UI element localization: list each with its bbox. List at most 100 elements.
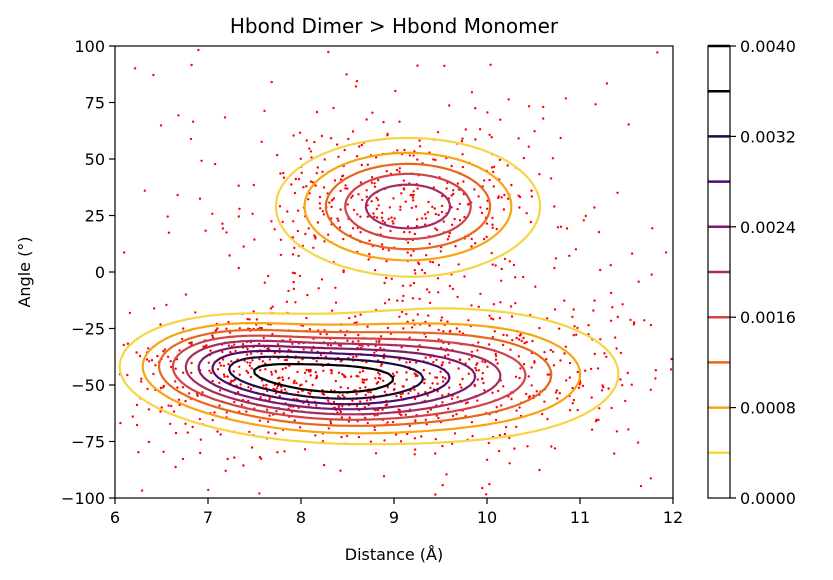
scatter-point — [447, 235, 451, 238]
scatter-point — [400, 310, 404, 314]
scatter-point — [317, 287, 320, 290]
scatter-point — [545, 358, 548, 361]
scatter-point — [437, 263, 441, 267]
scatter-point — [337, 405, 340, 409]
scatter-point — [445, 473, 448, 476]
scatter-point — [510, 397, 513, 401]
scatter-point — [357, 193, 360, 196]
scatter-point — [305, 316, 308, 320]
scatter-point — [504, 425, 508, 429]
scatter-point — [354, 85, 358, 88]
scatter-point — [428, 291, 431, 294]
scatter-point — [314, 184, 317, 187]
scatter-point — [485, 207, 489, 210]
scatter-point — [538, 173, 541, 176]
scatter-point — [259, 369, 262, 372]
scatter-point — [345, 73, 348, 76]
scatter-point — [464, 402, 468, 405]
scatter-point — [309, 150, 313, 153]
scatter-point — [543, 351, 546, 354]
scatter-point — [605, 82, 609, 85]
scatter-point — [194, 311, 197, 314]
scatter-point — [309, 370, 312, 373]
scatter-point — [260, 140, 263, 143]
scatter-point — [411, 297, 415, 300]
scatter-point — [287, 377, 290, 380]
scatter-point — [291, 271, 295, 274]
scatter-point — [441, 444, 444, 448]
scatter-point — [488, 483, 491, 486]
scatter-point — [436, 131, 440, 134]
scatter-point — [323, 158, 326, 161]
scatter-point — [330, 205, 333, 209]
scatter-point — [514, 375, 518, 378]
scatter-point — [293, 272, 296, 275]
scatter-point — [467, 319, 470, 322]
scatter-point — [322, 186, 326, 189]
scatter-point — [632, 323, 636, 326]
scatter-point — [351, 399, 354, 402]
scatter-point — [503, 432, 507, 436]
scatter-point — [225, 411, 228, 414]
scatter-point — [413, 437, 417, 440]
scatter-point — [611, 306, 614, 309]
scatter-point — [135, 351, 138, 354]
scatter-point — [582, 219, 585, 222]
scatter-point — [492, 165, 496, 168]
scatter-point — [228, 254, 231, 257]
scatter-point — [409, 284, 412, 287]
scatter-point — [594, 420, 598, 423]
scatter-point — [510, 315, 514, 318]
scatter-point — [211, 419, 214, 422]
scatter-point — [549, 348, 552, 352]
scatter-point — [522, 336, 525, 340]
scatter-point — [280, 389, 283, 392]
scatter-point — [293, 379, 296, 382]
scatter-point — [584, 214, 587, 218]
colorbar-tick-label: 0.0032 — [740, 127, 796, 146]
scatter-point — [392, 222, 395, 225]
scatter-point — [241, 343, 245, 346]
scatter-point — [227, 363, 230, 366]
scatter-point — [393, 217, 396, 220]
scatter-point — [568, 254, 571, 257]
scatter-point — [405, 378, 408, 381]
scatter-point — [461, 137, 464, 140]
scatter-point — [270, 370, 273, 374]
scatter-point — [443, 354, 447, 358]
scatter-point — [630, 252, 634, 255]
scatter-point — [197, 48, 200, 52]
scatter-point — [150, 359, 154, 362]
scatter-point — [269, 307, 273, 310]
scatter-point — [162, 350, 165, 353]
scatter-point — [191, 120, 195, 123]
scatter-point — [572, 398, 576, 402]
scatter-point — [455, 413, 458, 416]
x-tick-label: 10 — [477, 508, 497, 527]
scatter-point — [448, 386, 451, 389]
scatter-point — [293, 191, 297, 195]
scatter-point — [453, 217, 456, 221]
scatter-point — [305, 369, 308, 372]
scatter-point — [339, 344, 343, 347]
scatter-point — [530, 195, 533, 198]
scatter-point — [377, 371, 380, 374]
scatter-point — [297, 391, 300, 394]
scatter-point — [565, 379, 568, 382]
scatter-point — [503, 193, 506, 197]
scatter-point — [423, 378, 426, 381]
scatter-point — [412, 281, 416, 285]
scatter-point — [293, 246, 296, 250]
scatter-point — [599, 268, 602, 272]
scatter-point — [375, 216, 379, 219]
scatter-point — [508, 462, 511, 465]
scatter-point — [441, 380, 445, 383]
contour-level-8 — [228, 355, 424, 400]
scatter-point — [511, 339, 514, 342]
scatter-point — [237, 184, 240, 187]
scatter-point — [344, 187, 347, 190]
scatter-point — [514, 302, 517, 305]
scatter-point — [344, 184, 347, 187]
scatter-point — [160, 406, 163, 409]
scatter-point — [348, 316, 351, 320]
